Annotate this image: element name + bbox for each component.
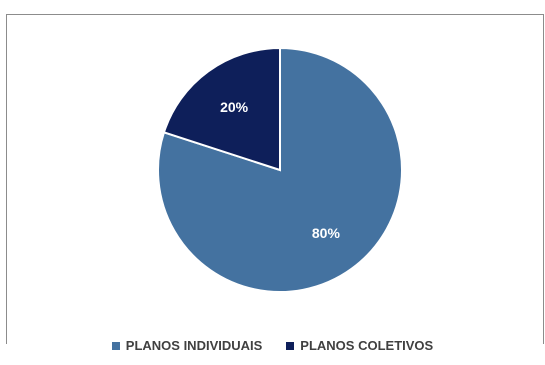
legend-label-planos-individuais: PLANOS INDIVIDUAIS <box>125 338 263 353</box>
legend-label-planos-coletivos: PLANOS COLETIVOS <box>300 338 434 353</box>
chart-frame <box>6 14 544 344</box>
pie-slice-planos-coletivos <box>162 46 281 172</box>
data-label-planos-coletivos: 20% <box>220 99 249 115</box>
legend-swatch-planos-individuais <box>111 341 120 350</box>
legend-item-planos-individuais: PLANOS INDIVIDUAIS <box>111 338 263 353</box>
legend-swatch-planos-coletivos <box>286 341 295 350</box>
chart-legend: PLANOS INDIVIDUAIS PLANOS COLETIVOS <box>0 338 545 353</box>
data-label-planos-individuais: 80% <box>312 225 341 241</box>
legend-item-planos-coletivos: PLANOS COLETIVOS <box>286 338 433 353</box>
